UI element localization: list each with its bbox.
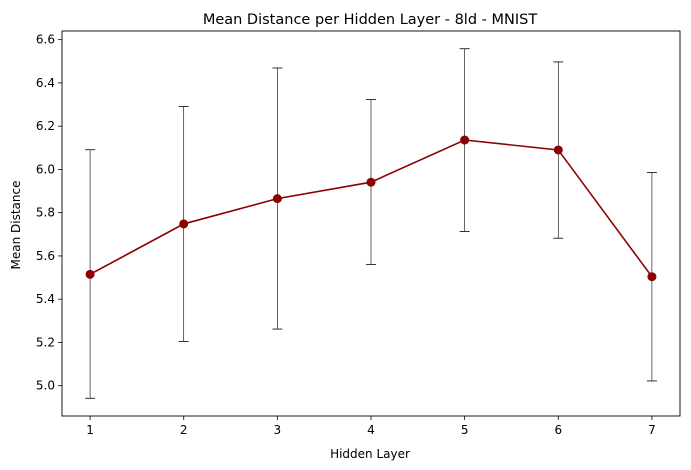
x-tick-label: 3: [274, 423, 282, 437]
data-point: [460, 135, 470, 145]
y-tick-label: 6.4: [36, 76, 55, 90]
data-point: [553, 145, 563, 155]
data-point: [647, 272, 657, 282]
x-axis-label: Hidden Layer: [330, 447, 410, 461]
plot-frame: [61, 30, 681, 417]
y-tick-label: 6.0: [36, 162, 55, 176]
data-point: [366, 177, 376, 187]
y-tick-label: 6.6: [36, 33, 55, 47]
data-point: [85, 269, 95, 279]
y-tick-label: 5.2: [36, 335, 55, 349]
data-point: [179, 219, 189, 229]
x-tick-label: 4: [367, 423, 375, 437]
y-tick-label: 5.6: [36, 249, 55, 263]
x-tick-label: 6: [554, 423, 562, 437]
x-tick-label: 7: [648, 423, 656, 437]
x-tick-label: 5: [461, 423, 469, 437]
x-tick-label: 1: [86, 423, 94, 437]
chart-title: Mean Distance per Hidden Layer - 8ld - M…: [203, 12, 538, 28]
y-tick-label: 5.0: [36, 379, 55, 393]
data-point: [272, 194, 282, 204]
x-tick-label: 2: [180, 423, 188, 437]
y-tick-label: 6.2: [36, 119, 55, 133]
y-tick-label: 5.4: [36, 292, 55, 306]
y-tick-label: 5.8: [36, 206, 55, 220]
plot-area: 1 2 3 4 5 6 7 5.0 5.2 5.4 5.6 5.8 6.0 6.2 6.4 6.6: [36, 30, 681, 437]
y-axis-label: Mean Distance: [9, 181, 23, 270]
